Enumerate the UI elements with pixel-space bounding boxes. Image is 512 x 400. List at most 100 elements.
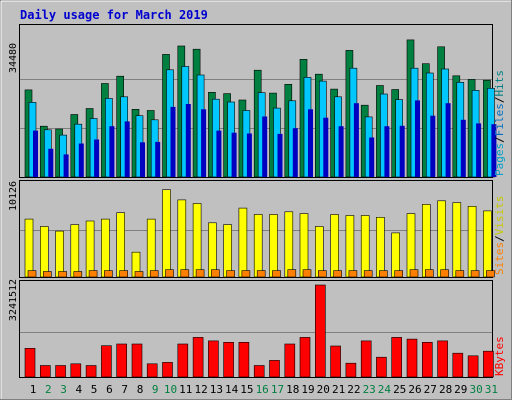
bar-sites-day-6: [104, 270, 113, 278]
bar-visits-day-5: [85, 220, 95, 278]
bar-kbytes-day-6: [101, 345, 112, 378]
legend-kbytes: KBytes: [493, 336, 506, 376]
bar-sites-day-25: [394, 270, 404, 278]
bar-pages-day-2: [48, 148, 54, 177]
legend-sites: Sites: [493, 242, 506, 275]
bar-visits-day-1: [24, 218, 34, 278]
x-label-day-16: 16: [256, 383, 269, 396]
bar-visits-day-2: [39, 226, 49, 278]
x-label-day-17: 17: [271, 383, 284, 396]
bar-pages-day-15: [246, 133, 252, 177]
bar-kbytes-day-26: [406, 338, 418, 378]
bar-sites-day-10: [165, 269, 174, 278]
bar-kbytes-day-16: [253, 365, 265, 378]
bar-visits-day-24: [376, 217, 385, 278]
bar-visits-day-27: [421, 204, 431, 278]
bar-kbytes-day-24: [376, 356, 387, 378]
bar-sites-day-4: [73, 271, 83, 278]
bar-pages-day-5: [94, 139, 100, 177]
bar-visits-day-21: [330, 214, 339, 278]
bar-sites-day-2: [42, 271, 52, 278]
bar-sites-day-26: [409, 269, 419, 278]
bar-pages-day-1: [33, 130, 38, 177]
bar-sites-day-7: [119, 270, 128, 278]
bar-visits-day-15: [238, 207, 248, 278]
bar-visits-day-19: [299, 213, 309, 278]
bar-kbytes-day-1: [24, 347, 36, 378]
x-label-day-15: 15: [240, 383, 253, 396]
bar-sites-day-30: [470, 270, 480, 278]
x-label-day-4: 4: [75, 383, 82, 396]
legend-visits: Visits: [493, 196, 506, 236]
bar-visits-day-13: [208, 222, 217, 278]
bar-visits-day-28: [437, 200, 446, 278]
ymax-label-top: 34480: [8, 43, 19, 73]
bar-kbytes-day-30: [467, 355, 479, 378]
chart-title: Daily usage for March 2019: [20, 8, 208, 22]
x-label-day-31: 31: [485, 383, 498, 396]
bar-pages-day-3: [63, 154, 69, 177]
bar-kbytes-day-12: [192, 337, 204, 378]
bar-kbytes-day-18: [284, 343, 296, 378]
bar-sites-day-17: [272, 270, 281, 278]
x-label-day-19: 19: [301, 383, 314, 396]
legend-sep-3: /: [493, 235, 506, 242]
bar-kbytes-day-3: [55, 365, 66, 378]
bar-visits-day-17: [269, 214, 278, 278]
bar-kbytes-day-19: [299, 337, 311, 378]
bar-pages-day-17: [277, 133, 283, 177]
x-label-day-29: 29: [454, 383, 467, 396]
bar-kbytes-day-25: [391, 337, 403, 378]
legend-hits: Hits: [493, 70, 506, 97]
x-label-day-9: 9: [152, 383, 159, 396]
bar-pages-day-31: [491, 124, 497, 177]
bar-pages-day-4: [78, 143, 84, 177]
bar-pages-day-9: [155, 141, 161, 177]
x-label-day-7: 7: [121, 383, 128, 396]
bar-visits-day-3: [55, 230, 64, 278]
bar-visits-day-9: [146, 218, 156, 278]
x-label-day-20: 20: [317, 383, 330, 396]
bar-sites-day-5: [88, 270, 98, 278]
bar-sites-day-24: [379, 270, 388, 278]
bar-pages-day-18: [292, 128, 298, 177]
bar-sites-day-16: [256, 270, 266, 278]
bar-kbytes-day-17: [269, 360, 280, 378]
bar-pages-day-16: [262, 116, 268, 177]
bar-sites-day-29: [455, 270, 465, 278]
bar-sites-day-21: [333, 270, 342, 278]
bar-kbytes-day-2: [39, 365, 51, 378]
bar-pages-day-29: [460, 119, 466, 177]
bar-pages-day-8: [140, 142, 145, 177]
bar-pages-day-26: [415, 100, 420, 177]
bar-sites-day-3: [58, 271, 67, 278]
bar-pages-day-19: [308, 109, 313, 177]
bar-kbytes-day-31: [483, 350, 494, 378]
x-label-day-25: 25: [393, 383, 406, 396]
bar-pages-day-21: [338, 126, 344, 177]
x-label-day-6: 6: [106, 383, 113, 396]
bar-pages-day-30: [476, 123, 482, 177]
bar-kbytes-day-7: [116, 343, 127, 378]
bar-sites-day-28: [440, 269, 449, 278]
bar-visits-day-11: [177, 199, 187, 278]
x-label-day-23: 23: [363, 383, 376, 396]
legend-bottom: KBytes: [493, 336, 506, 376]
bar-sites-day-23: [363, 270, 373, 278]
x-label-day-26: 26: [408, 383, 421, 396]
bar-sites-day-27: [424, 269, 434, 278]
panel-bottom-frame: [19, 280, 493, 378]
bar-kbytes-day-5: [85, 365, 97, 378]
x-label-day-14: 14: [225, 383, 239, 396]
bar-pages-day-10: [170, 106, 176, 177]
bar-sites-day-22: [348, 270, 358, 278]
x-label-day-12: 12: [194, 383, 207, 396]
bar-kbytes-day-14: [223, 341, 234, 378]
legend-sep-2: /: [493, 97, 506, 104]
x-label-day-21: 21: [332, 383, 345, 396]
bar-kbytes-day-28: [437, 340, 448, 378]
bar-pages-day-28: [445, 103, 451, 177]
bar-visits-day-30: [467, 206, 477, 278]
bar-visits-day-31: [483, 210, 492, 278]
bar-kbytes-day-4: [70, 363, 82, 378]
